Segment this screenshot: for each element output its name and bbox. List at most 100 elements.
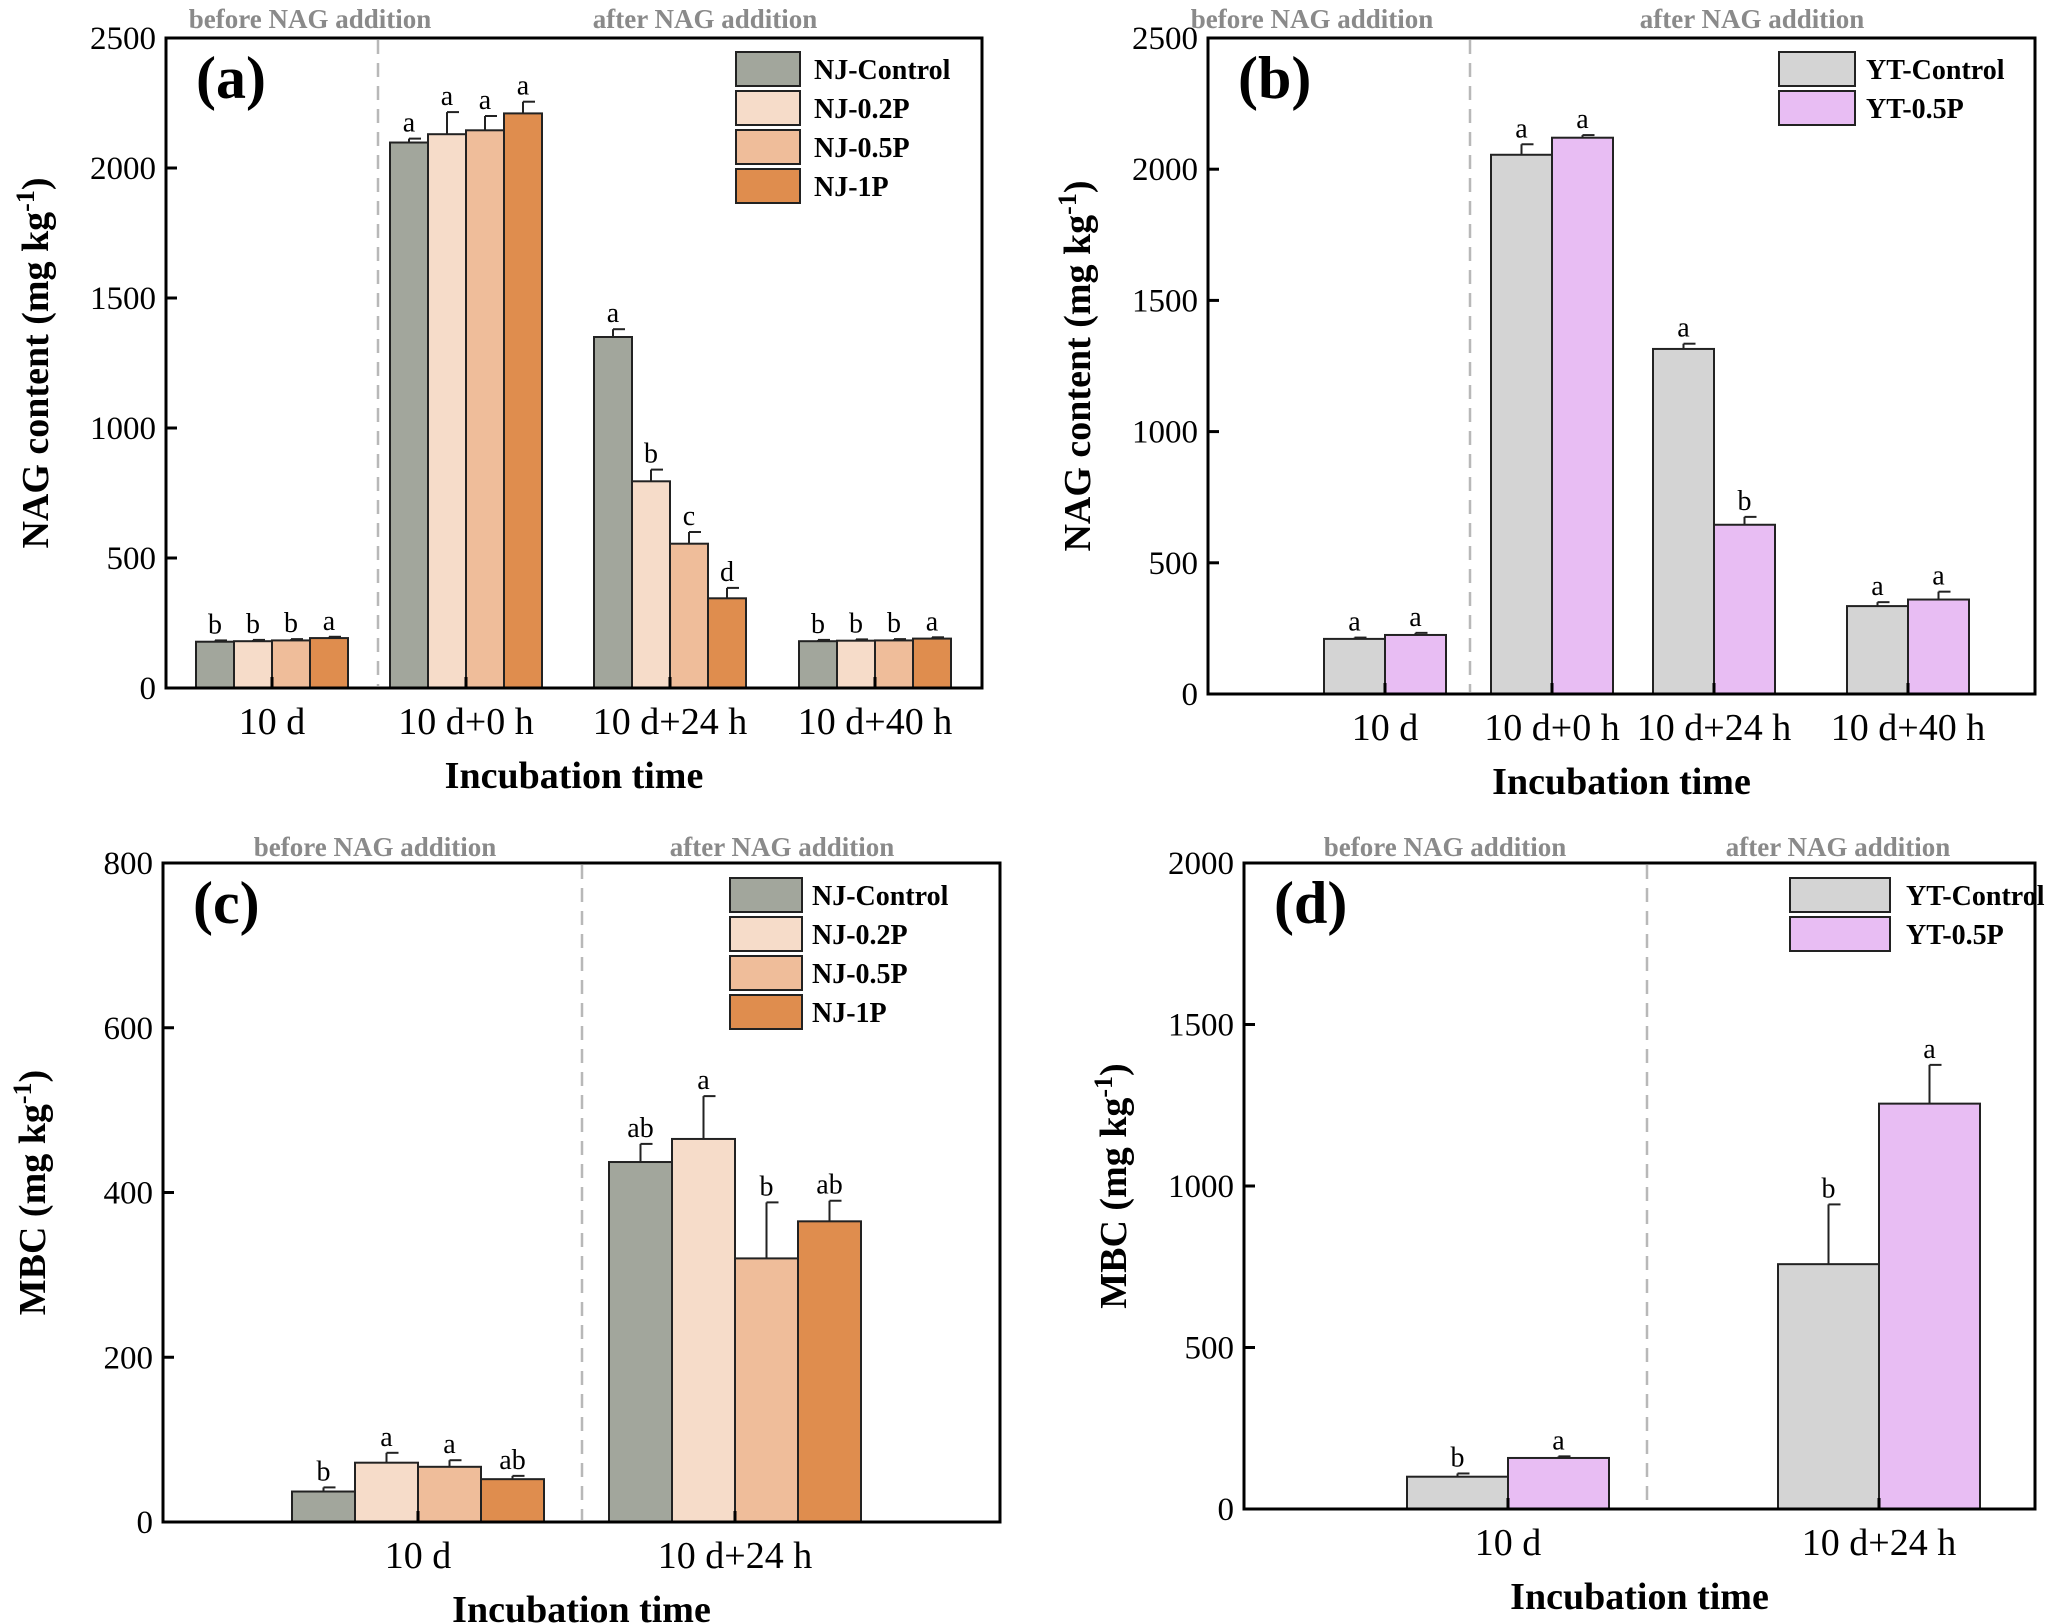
significance-label: a — [380, 1422, 393, 1453]
legend-entry: NJ-0.5P — [814, 133, 910, 164]
bar-NJ-0.5P-10-d-24-h — [669, 542, 709, 690]
legend-entry: NJ-Control — [814, 55, 951, 86]
bar-YT-Control-10-d-40-h — [1846, 605, 1909, 696]
bar-NJ-Control-10-d — [291, 1490, 356, 1523]
y-tick-label: 2000 — [1132, 152, 1198, 188]
y-tick-label: 500 — [1149, 546, 1199, 582]
significance-label: a — [1576, 104, 1589, 135]
error-bar — [765, 1201, 779, 1259]
panel-label: (a) — [196, 45, 266, 111]
bar-NJ-1P-10-d-0-h — [503, 112, 543, 689]
region-label-after: after NAG addition — [670, 832, 895, 862]
error-bar — [1827, 1203, 1841, 1265]
x-tick-label: 10 d — [1352, 707, 1419, 749]
error-bar — [1743, 515, 1757, 525]
region-label-before: before NAG addition — [1324, 832, 1567, 862]
chart-panel-a: before NAG addition after NAG additionbaa… — [11, 4, 984, 797]
error-bar — [252, 638, 265, 642]
x-axis-label: Incubation time — [1510, 1576, 1769, 1618]
chart-panel-c: before NAG addition after NAG additionbab… — [8, 832, 1002, 1624]
significance-label: a — [1348, 607, 1361, 638]
y-axis-label: NAG content (mg kg-1) — [11, 177, 57, 548]
bar-NJ-0.2P-10-d — [233, 640, 273, 690]
y-tick-label: 0 — [137, 1505, 154, 1541]
legend-entry: NJ-Control — [812, 881, 949, 912]
legend: NJ-Control NJ-0.2P NJ-0.5P NJ-1P — [735, 51, 951, 204]
significance-label: b — [811, 609, 825, 640]
x-tick-label: 10 d — [1475, 1522, 1542, 1564]
significance-label: b — [887, 608, 901, 639]
legend-swatch — [1778, 51, 1856, 87]
error-bar — [1937, 590, 1951, 600]
legend-swatch — [729, 955, 803, 991]
bar-NJ-Control-10-d-40-h — [798, 640, 838, 690]
significance-label: a — [607, 298, 620, 329]
region-label-after: after NAG addition — [1640, 4, 1865, 34]
x-tick-label: 10 d+40 h — [1831, 707, 1985, 749]
panel-label: (c) — [193, 870, 260, 936]
bar-NJ-1P-10-d — [480, 1478, 545, 1524]
legend-entry: NJ-1P — [812, 998, 887, 1029]
y-tick-label: 1000 — [90, 411, 156, 447]
error-bar — [1520, 143, 1534, 155]
error-bar — [1682, 342, 1696, 349]
error-bar — [290, 638, 303, 641]
legend-swatch — [1789, 916, 1891, 952]
legend-swatch — [729, 877, 803, 913]
significance-label: ab — [816, 1170, 842, 1201]
error-bar — [484, 115, 497, 131]
significance-label: a — [1409, 602, 1422, 633]
legend-swatch — [735, 51, 801, 87]
y-tick-label: 500 — [1185, 1331, 1235, 1367]
significance-label: a — [323, 606, 336, 637]
significance-label: a — [697, 1065, 710, 1096]
significance-label: b — [246, 609, 260, 640]
error-bar — [726, 586, 739, 599]
error-bar — [639, 1142, 653, 1163]
significance-label: b — [1451, 1442, 1465, 1473]
legend-swatch — [735, 129, 801, 165]
chart-panel-d: before NAG addition after NAG addition b b a… — [1089, 832, 2045, 1618]
legend-entry: YT-Control — [1866, 55, 2005, 86]
bar-YT-Control-10-d — [1323, 637, 1386, 695]
bar-YT-0.5P-10-d-24-h — [1713, 523, 1776, 696]
bar-NJ-1P-10-d-24-h — [707, 597, 747, 689]
legend-entry: NJ-0.2P — [812, 920, 908, 951]
significance-label: b — [317, 1456, 331, 1487]
y-tick-label: 400 — [104, 1176, 154, 1212]
x-axis-label: Incubation time — [452, 1589, 711, 1624]
x-tick-label: 10 d+24 h — [593, 701, 747, 743]
y-tick-label: 1500 — [1132, 283, 1198, 319]
legend-entry: NJ-0.5P — [812, 959, 908, 990]
y-tick-label: 500 — [107, 541, 157, 577]
y-tick-label: 1500 — [1168, 1008, 1234, 1044]
y-tick-label: 2500 — [90, 21, 156, 57]
significance-label: b — [644, 439, 658, 470]
error-bar — [1557, 1455, 1571, 1458]
significance-label: a — [479, 85, 492, 116]
region-label-after: after NAG addition — [1726, 832, 1951, 862]
region-label-before: before NAG addition — [1191, 4, 1434, 34]
bar-NJ-1P-10-d-40-h — [912, 637, 952, 689]
y-tick-label: 0 — [1182, 677, 1199, 713]
bar-NJ-0.5P-10-d-0-h — [465, 129, 505, 690]
y-tick-label: 0 — [1218, 1492, 1235, 1528]
bar-YT-0.5P-10-d — [1507, 1456, 1610, 1510]
error-bar — [511, 1474, 525, 1480]
x-axis-label: Incubation time — [445, 755, 704, 797]
legend-entry: NJ-1P — [814, 172, 889, 203]
y-tick-label: 0 — [140, 671, 157, 707]
plot-frame — [164, 36, 984, 690]
bar-YT-Control-10-d — [1406, 1475, 1509, 1510]
x-tick-label: 10 d — [385, 1535, 452, 1577]
region-label-after: after NAG addition — [593, 4, 818, 34]
legend-swatch — [1789, 877, 1891, 913]
bar-NJ-0.5P-10-d-24-h — [734, 1257, 799, 1524]
plot-frame — [1206, 36, 2037, 696]
x-tick-label: 10 d+24 h — [658, 1535, 812, 1577]
panel-label: (d) — [1274, 870, 1347, 936]
bar-NJ-0.2P-10-d-40-h — [836, 639, 876, 689]
significance-label: a — [441, 81, 454, 112]
significance-label: a — [1552, 1425, 1565, 1456]
